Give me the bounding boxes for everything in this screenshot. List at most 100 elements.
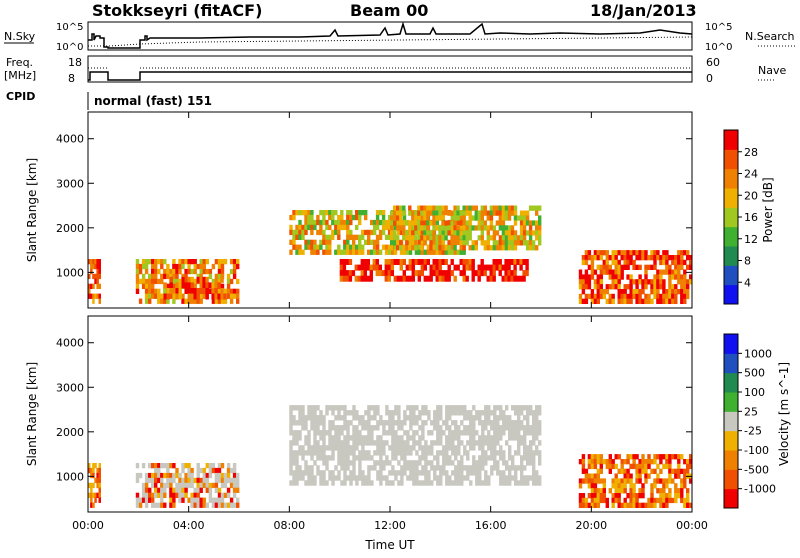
echo-cell-2: [403, 430, 407, 436]
echo-cell-3: [387, 244, 392, 250]
echo-cell-2: [445, 415, 449, 421]
echo-cell-2: [508, 415, 512, 421]
echo-cell-2: [499, 450, 503, 456]
echo-cell-5: [423, 210, 427, 216]
echo-cell-6: [656, 250, 660, 256]
echo-cell-5: [414, 215, 418, 221]
echo-cell-1: [166, 273, 170, 280]
echo-cell-2: [436, 430, 440, 436]
echo-cell-2: [508, 420, 512, 426]
echo-cell-3: [674, 488, 678, 494]
echo-cell-3: [331, 234, 335, 240]
echo-cell-2: [421, 470, 425, 476]
echo-cell-5: [495, 245, 500, 251]
echo-cell-3: [370, 219, 374, 226]
echo-cell-2: [376, 435, 380, 441]
echo-cell-2: [493, 430, 497, 436]
echo-cell-0: [98, 497, 101, 503]
echo-cell-5: [538, 240, 542, 246]
echo-cell-1: [169, 463, 173, 469]
echo-cell-3: [414, 249, 419, 255]
echo-cell-1: [172, 298, 176, 304]
echo-cell-2: [391, 425, 395, 431]
echo-cell-5: [498, 240, 503, 246]
echo-cell-4: [438, 264, 442, 271]
echo-cell-4: [513, 275, 517, 282]
echo-cell-2: [538, 405, 542, 411]
echo-cell-2: [313, 480, 317, 486]
echo-cell-3: [593, 502, 598, 508]
echo-cell-4: [489, 264, 493, 271]
echo-cell-2: [448, 455, 452, 461]
echo-cell-2: [343, 440, 347, 446]
echo-cell-6: [656, 269, 660, 275]
echo-cell-3: [638, 478, 642, 484]
echo-cell-3: [322, 210, 326, 216]
echo-cell-1: [154, 268, 158, 275]
echo-cell-2: [475, 470, 479, 476]
echo-cell-2: [532, 475, 536, 481]
echo-cell-2: [535, 425, 539, 431]
echo-cell-3: [662, 502, 666, 508]
echo-cell-1: [169, 497, 173, 503]
echo-cell-5: [495, 210, 500, 216]
echo-cell-3: [367, 239, 371, 245]
echo-cell-6: [599, 284, 603, 290]
echo-cell-2: [220, 276, 224, 283]
echo-cell-0: [96, 472, 99, 479]
echo-cell-5: [450, 235, 454, 241]
echo-cell-2: [502, 470, 506, 476]
echo-cell-3: [381, 214, 386, 221]
echo-cell-6: [590, 255, 595, 261]
echo-cell-3: [358, 244, 362, 250]
echo-cell-5: [423, 230, 427, 236]
echo-cell-2: [481, 425, 485, 431]
echo-cell-3: [665, 463, 669, 470]
echo-cell-5: [477, 235, 481, 241]
power-ylabel: Slant Range [km]: [25, 158, 39, 262]
nave-label: Nave: [758, 64, 786, 77]
echo-cell-1: [217, 298, 222, 304]
echo-cell-2: [508, 455, 512, 461]
echo-cell-5: [489, 215, 494, 221]
echo-cell-5: [453, 235, 457, 241]
echo-cell-2: [343, 480, 347, 486]
echo-cell-6: [617, 264, 621, 270]
echo-cell-3: [623, 497, 627, 504]
echo-cell-6: [644, 279, 648, 285]
echo-cell-3: [632, 493, 636, 499]
echo-cell-6: [608, 293, 612, 300]
echo-cell-5: [459, 230, 463, 236]
echo-cell-2: [436, 415, 440, 421]
echo-cell-3: [292, 239, 296, 245]
echo-cell-3: [399, 249, 404, 255]
echo-cell-6: [674, 289, 678, 295]
echo-cell-6: [611, 255, 615, 261]
echo-cell-2: [361, 470, 365, 476]
echo-cell-5: [474, 205, 478, 211]
echo-cell-5: [525, 210, 530, 216]
echo-cell-4: [429, 275, 433, 282]
colorbar-tick-label: 8: [744, 255, 751, 268]
echo-cell-3: [638, 488, 642, 494]
echo-cell-4: [387, 264, 391, 271]
echo-cell-3: [668, 473, 672, 479]
echo-cell-4: [471, 270, 475, 277]
echo-cell-2: [424, 465, 428, 471]
echo-cell-2: [400, 480, 404, 486]
echo-cell-1: [184, 273, 188, 280]
echo-cell-5: [438, 240, 442, 246]
echo-cell-6: [587, 293, 592, 300]
echo-cell-6: [581, 289, 586, 295]
echo-cell-3: [387, 219, 392, 226]
echo-cell-3: [593, 497, 598, 504]
echo-cell-6: [686, 293, 690, 300]
echo-cell-5: [447, 245, 451, 251]
echo-cell-2: [475, 480, 479, 486]
echo-cell-6: [665, 269, 669, 275]
echo-cell-3: [623, 468, 627, 474]
echo-cell-0: [98, 298, 101, 304]
echo-cell-3: [387, 214, 392, 221]
echo-cell-2: [523, 455, 527, 461]
echo-cell-2: [490, 435, 494, 441]
